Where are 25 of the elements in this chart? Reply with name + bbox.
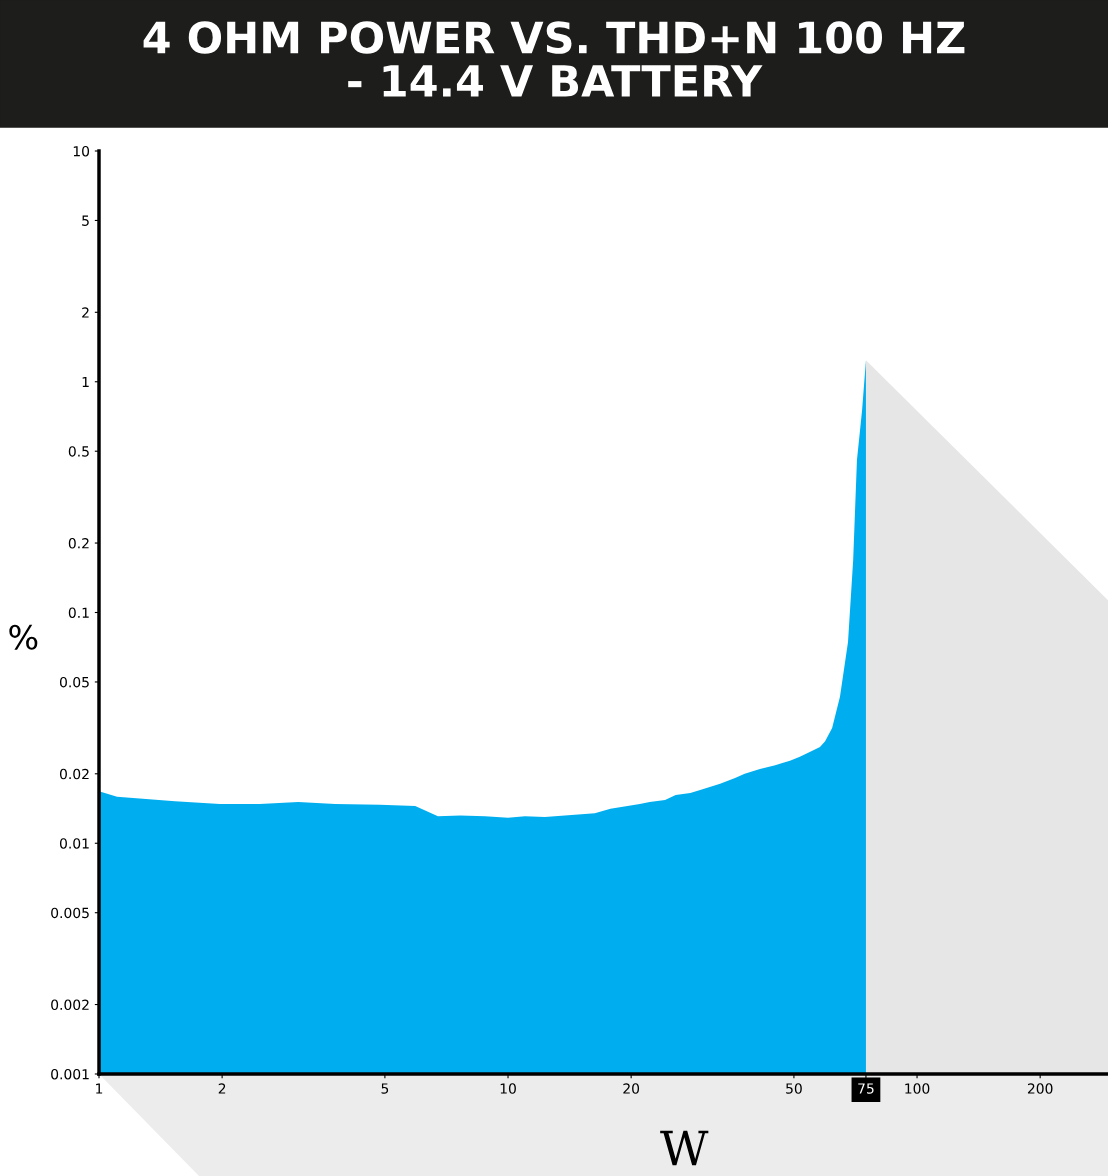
- y-axis-title: %: [9, 624, 38, 650]
- y-tick-label: 0.05: [59, 676, 89, 688]
- x-tick-label: 100: [905, 1083, 930, 1094]
- x-tick-label: 75: [858, 1083, 874, 1094]
- y-tick-label: 0.2: [68, 538, 89, 549]
- y-tick-label: 0.01: [59, 838, 89, 849]
- y-tick-label: 5: [82, 215, 89, 226]
- chart-title: 4 OHM POWER VS. THD+N 100 HZ - 14.4 V BATTERY: [143, 21, 965, 97]
- y-tick-label: 1: [82, 376, 89, 388]
- y-tick-label: 2: [82, 307, 89, 318]
- x-tick-label: 10: [500, 1083, 516, 1094]
- x-tick-label: 1: [96, 1083, 103, 1094]
- x-tick-label: 5: [381, 1083, 389, 1094]
- y-tick-label: 0.02: [59, 768, 89, 780]
- x-tick-label: 50: [786, 1083, 802, 1094]
- x-axis-title: W: [660, 1130, 709, 1166]
- x-tick-label: 200: [1027, 1083, 1053, 1094]
- y-tick-label: 10: [73, 145, 90, 157]
- x-tick-label: 20: [623, 1083, 640, 1094]
- y-tick-label: 0.1: [68, 607, 89, 618]
- y-tick-label: 0.002: [51, 999, 89, 1011]
- y-tick-label: 0.001: [51, 1068, 89, 1080]
- y-tick-label: 0.5: [68, 446, 89, 457]
- y-tick-label: 0.005: [51, 907, 89, 919]
- x-tick-label: 2: [218, 1083, 226, 1094]
